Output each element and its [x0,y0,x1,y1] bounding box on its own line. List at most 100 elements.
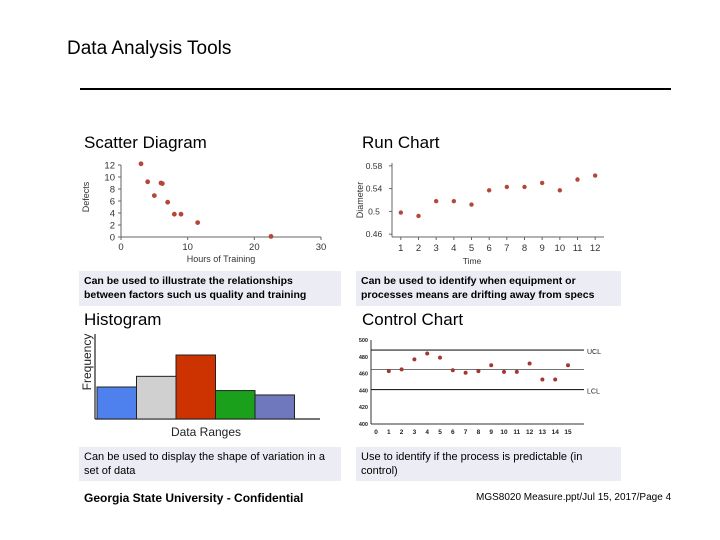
data-point [145,179,151,185]
x-tick-label: 14 [552,429,560,436]
y-tick-label: 500 [359,338,368,344]
data-point [195,220,201,225]
data-point [592,173,598,178]
x-tick-label: 6 [487,243,492,254]
x-tick-label: 5 [438,429,442,436]
x-tick-label: 8 [522,243,527,254]
data-point [399,367,404,372]
data-point [522,184,527,190]
lcl-label: LCL [587,389,600,396]
data-point [566,363,570,368]
data-point [412,357,417,362]
histogram-bar [254,394,295,420]
x-tick-label: 7 [504,243,509,254]
x-tick-label: 15 [564,429,572,436]
data-point [138,161,144,167]
data-point [476,369,481,374]
x-tick-label: 4 [425,429,429,436]
ucl-label: UCL [587,349,601,356]
data-point [486,188,492,193]
control-chart-title: Control Chart [362,310,464,329]
data-point [416,213,421,219]
x-axis-label: Time [463,256,482,266]
x-tick-label: 7 [464,429,468,436]
histogram-bar [215,390,256,420]
data-point [527,361,532,366]
x-tick-label: 11 [573,243,583,254]
histogram-title: Histogram [84,310,162,329]
data-point [502,369,506,374]
y-tick-label: 400 [359,422,368,428]
y-tick-label: 0 [110,233,115,244]
x-tick-label: 12 [526,429,534,436]
data-point [451,198,457,204]
x-tick-label: 9 [489,429,493,436]
x-tick-label: 30 [316,242,327,253]
data-point [151,193,157,198]
data-point [553,377,558,382]
data-point [514,369,519,374]
data-point [557,188,563,193]
data-point [268,234,274,239]
data-point [540,377,545,382]
data-point [165,199,171,205]
x-tick-label: 1 [398,243,403,254]
data-point [433,198,439,204]
footer-page-info: MGS8020 Measure.ppt/Jul 15, 2017/Page 4 [476,492,672,503]
x-tick-label: 8 [477,429,481,436]
histogram-bar [136,375,177,420]
x-axis-label: Hours of Training [187,254,256,264]
x-tick-label: 11 [513,429,520,436]
control-chart-description: Use to identify if the process is predic… [356,447,621,481]
y-tick-label: 6 [110,197,115,208]
data-point [489,363,494,368]
y-tick-label: 0.54 [366,184,383,194]
data-point [450,368,455,373]
data-point [386,369,391,374]
x-tick-label: 10 [182,242,193,253]
x-tick-label: 3 [413,429,417,436]
y-tick-label: 440 [359,388,368,394]
x-tick-label: 5 [469,243,474,254]
x-tick-label: 0 [118,242,123,253]
x-tick-label: 4 [451,243,456,254]
x-tick-label: 9 [540,243,545,254]
x-tick-label: 10 [555,243,566,254]
data-point [398,210,404,215]
y-axis-label: Defects [81,181,91,212]
y-tick-label: 10 [104,173,115,184]
data-point [504,184,510,190]
x-axis-label: Data Ranges [171,425,241,439]
x-tick-label: 2 [416,243,421,254]
histogram-bar [96,386,137,420]
y-tick-label: 420 [359,405,368,411]
x-tick-label: 20 [249,242,260,253]
y-tick-label: 12 [104,161,115,172]
data-point [438,355,442,360]
run-chart-description: Can be used to identify when equipment o… [356,271,621,306]
y-tick-label: 480 [359,355,368,361]
data-point [171,211,177,217]
run-chart-title: Run Chart [362,133,440,152]
y-tick-label: 0.46 [366,229,383,239]
y-tick-label: 4 [110,209,115,220]
y-tick-label: 460 [359,372,368,378]
histogram-bar [175,354,216,420]
scatter-diagram-title: Scatter Diagram [84,133,207,152]
run-chart: 0.460.50.540.581 2 3 4 5 6 7 8 9 10 11 12TimeDiamet… [355,161,604,266]
histogram-description: Can be used to display the shape of vari… [79,447,341,481]
x-tick-label: 13 [539,429,547,436]
x-tick-label: 10 [500,429,508,436]
x-tick-label: 1 [387,429,391,436]
y-axis-label: Diameter [355,182,365,219]
y-tick-label: 0.58 [366,161,383,171]
y-tick-label: 0.5 [368,206,380,216]
y-tick-label: 2 [110,221,115,232]
scatter-diagram-description: Can be used to illustrate the relationsh… [79,271,341,306]
data-point [575,177,580,182]
y-tick-label: 8 [110,185,115,196]
x-tick-label: 0 [374,429,378,436]
data-point [463,370,468,375]
